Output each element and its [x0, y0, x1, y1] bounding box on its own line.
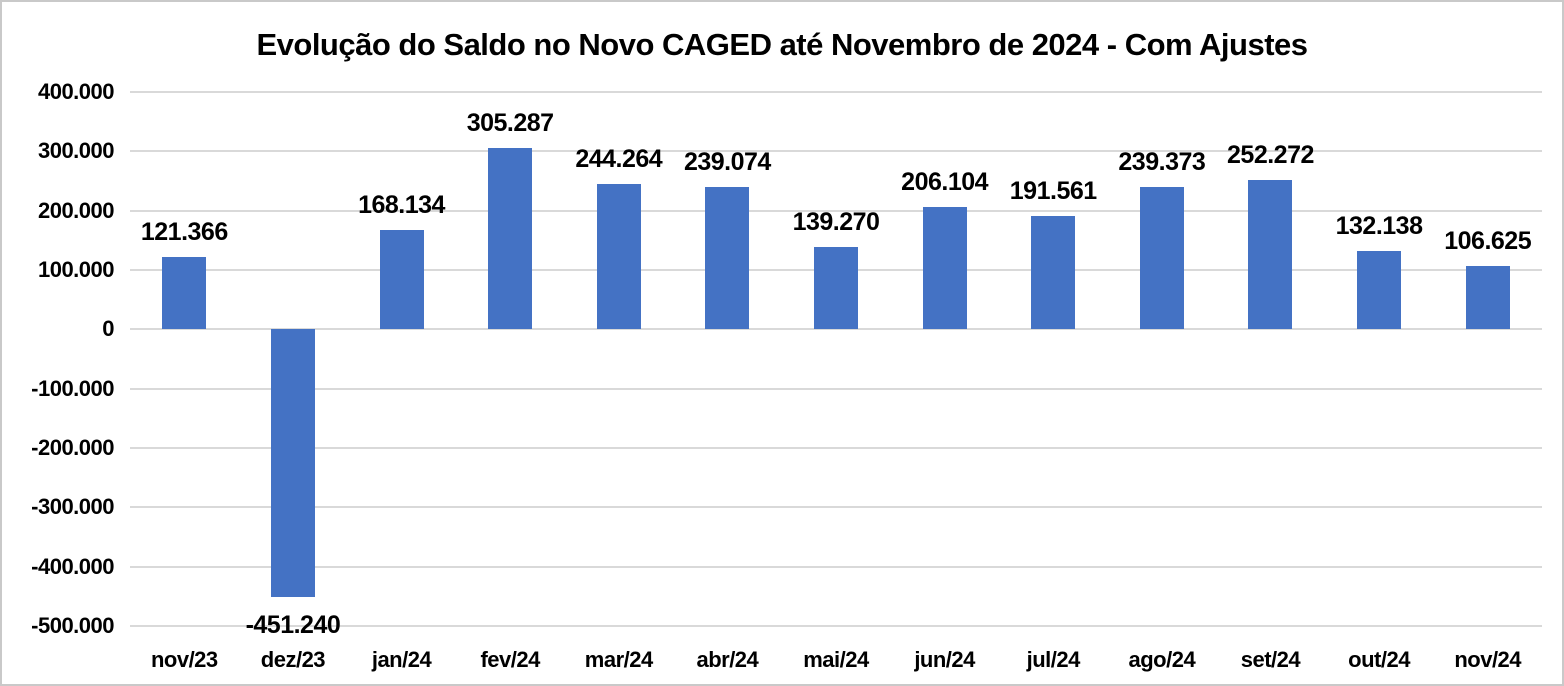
y-gridline: [130, 625, 1542, 627]
x-axis-category-label: jan/24: [371, 647, 432, 672]
x-axis-category-label: jun/24: [914, 647, 975, 672]
bar-dez-23: [270, 329, 315, 598]
bar-value-label: 252.272: [1227, 140, 1314, 169]
bar-nov-23: [162, 257, 207, 330]
chart-title: Evolução do Saldo no Novo CAGED até Nove…: [256, 27, 1308, 62]
y-gridline: [130, 91, 1542, 93]
bar-jun-24: [922, 207, 967, 330]
y-axis-tick-label: 200.000: [37, 197, 115, 223]
y-axis-tick-label: -100.000: [31, 375, 114, 401]
y-axis-tick-label: 0: [102, 316, 114, 342]
bar-jan-24: [379, 229, 424, 330]
y-axis-tick-label: 400.000: [37, 79, 115, 104]
bar-value-label: 239.373: [1118, 148, 1206, 177]
bar-value-label: 132.138: [1335, 211, 1423, 240]
x-axis-category-label: mar/24: [584, 647, 653, 672]
y-axis-tick-label: -400.000: [31, 553, 114, 579]
x-axis-category-label: mai/24: [803, 647, 869, 672]
y-axis-tick-label: 300.000: [37, 138, 115, 164]
bar-value-label: 305.287: [466, 109, 554, 138]
y-gridline: [130, 506, 1542, 509]
bar-value-label: 244.264: [575, 145, 663, 174]
bar-value-label: 139.270: [792, 207, 880, 236]
bar-value-label: 206.104: [901, 168, 989, 197]
y-gridline: [130, 387, 1542, 390]
bar-mai-24: [814, 246, 858, 330]
y-axis-tick-label: -300.000: [31, 494, 114, 520]
x-axis-category-label: nov/24: [1454, 647, 1522, 672]
x-axis-category-label: out/24: [1348, 647, 1410, 672]
bar-mar-24: [596, 184, 641, 330]
y-gridline: [130, 447, 1542, 449]
x-axis-category-label: jul/24: [1026, 647, 1081, 672]
x-axis-category-label: nov/23: [150, 647, 218, 672]
bar-fev-24: [488, 148, 533, 330]
y-axis-tick-label: 100.000: [37, 257, 115, 282]
bar-out-24: [1357, 250, 1402, 330]
x-axis-category-label: set/24: [1240, 647, 1301, 672]
bar-jul-24: [1031, 215, 1076, 330]
x-axis-category-label: abr/24: [696, 647, 759, 672]
y-axis-tick-label: -500.000: [31, 613, 114, 638]
y-gridline: [130, 565, 1542, 568]
bar-value-label: 239.074: [683, 148, 771, 177]
bar-ago-24: [1139, 187, 1184, 330]
bar-value-label: -451.240: [245, 611, 341, 640]
x-axis-category-label: fev/24: [480, 647, 540, 672]
bar-value-label: 121.366: [140, 218, 228, 247]
y-axis-tick-label: -200.000: [31, 435, 114, 460]
bar-abr-24: [705, 187, 750, 330]
y-gridline: [130, 150, 1542, 153]
bar-nov-24: [1465, 266, 1510, 330]
bar-value-label: 191.561: [1009, 176, 1097, 205]
y-gridline: [130, 209, 1542, 212]
bar-value-label: 168.134: [358, 190, 445, 219]
y-gridline: [130, 328, 1542, 331]
bar-set-24: [1248, 179, 1293, 330]
x-axis-category-label: dez/23: [260, 647, 326, 672]
bar-value-label: 106.625: [1444, 227, 1532, 256]
x-axis-category-label: ago/24: [1128, 647, 1196, 672]
